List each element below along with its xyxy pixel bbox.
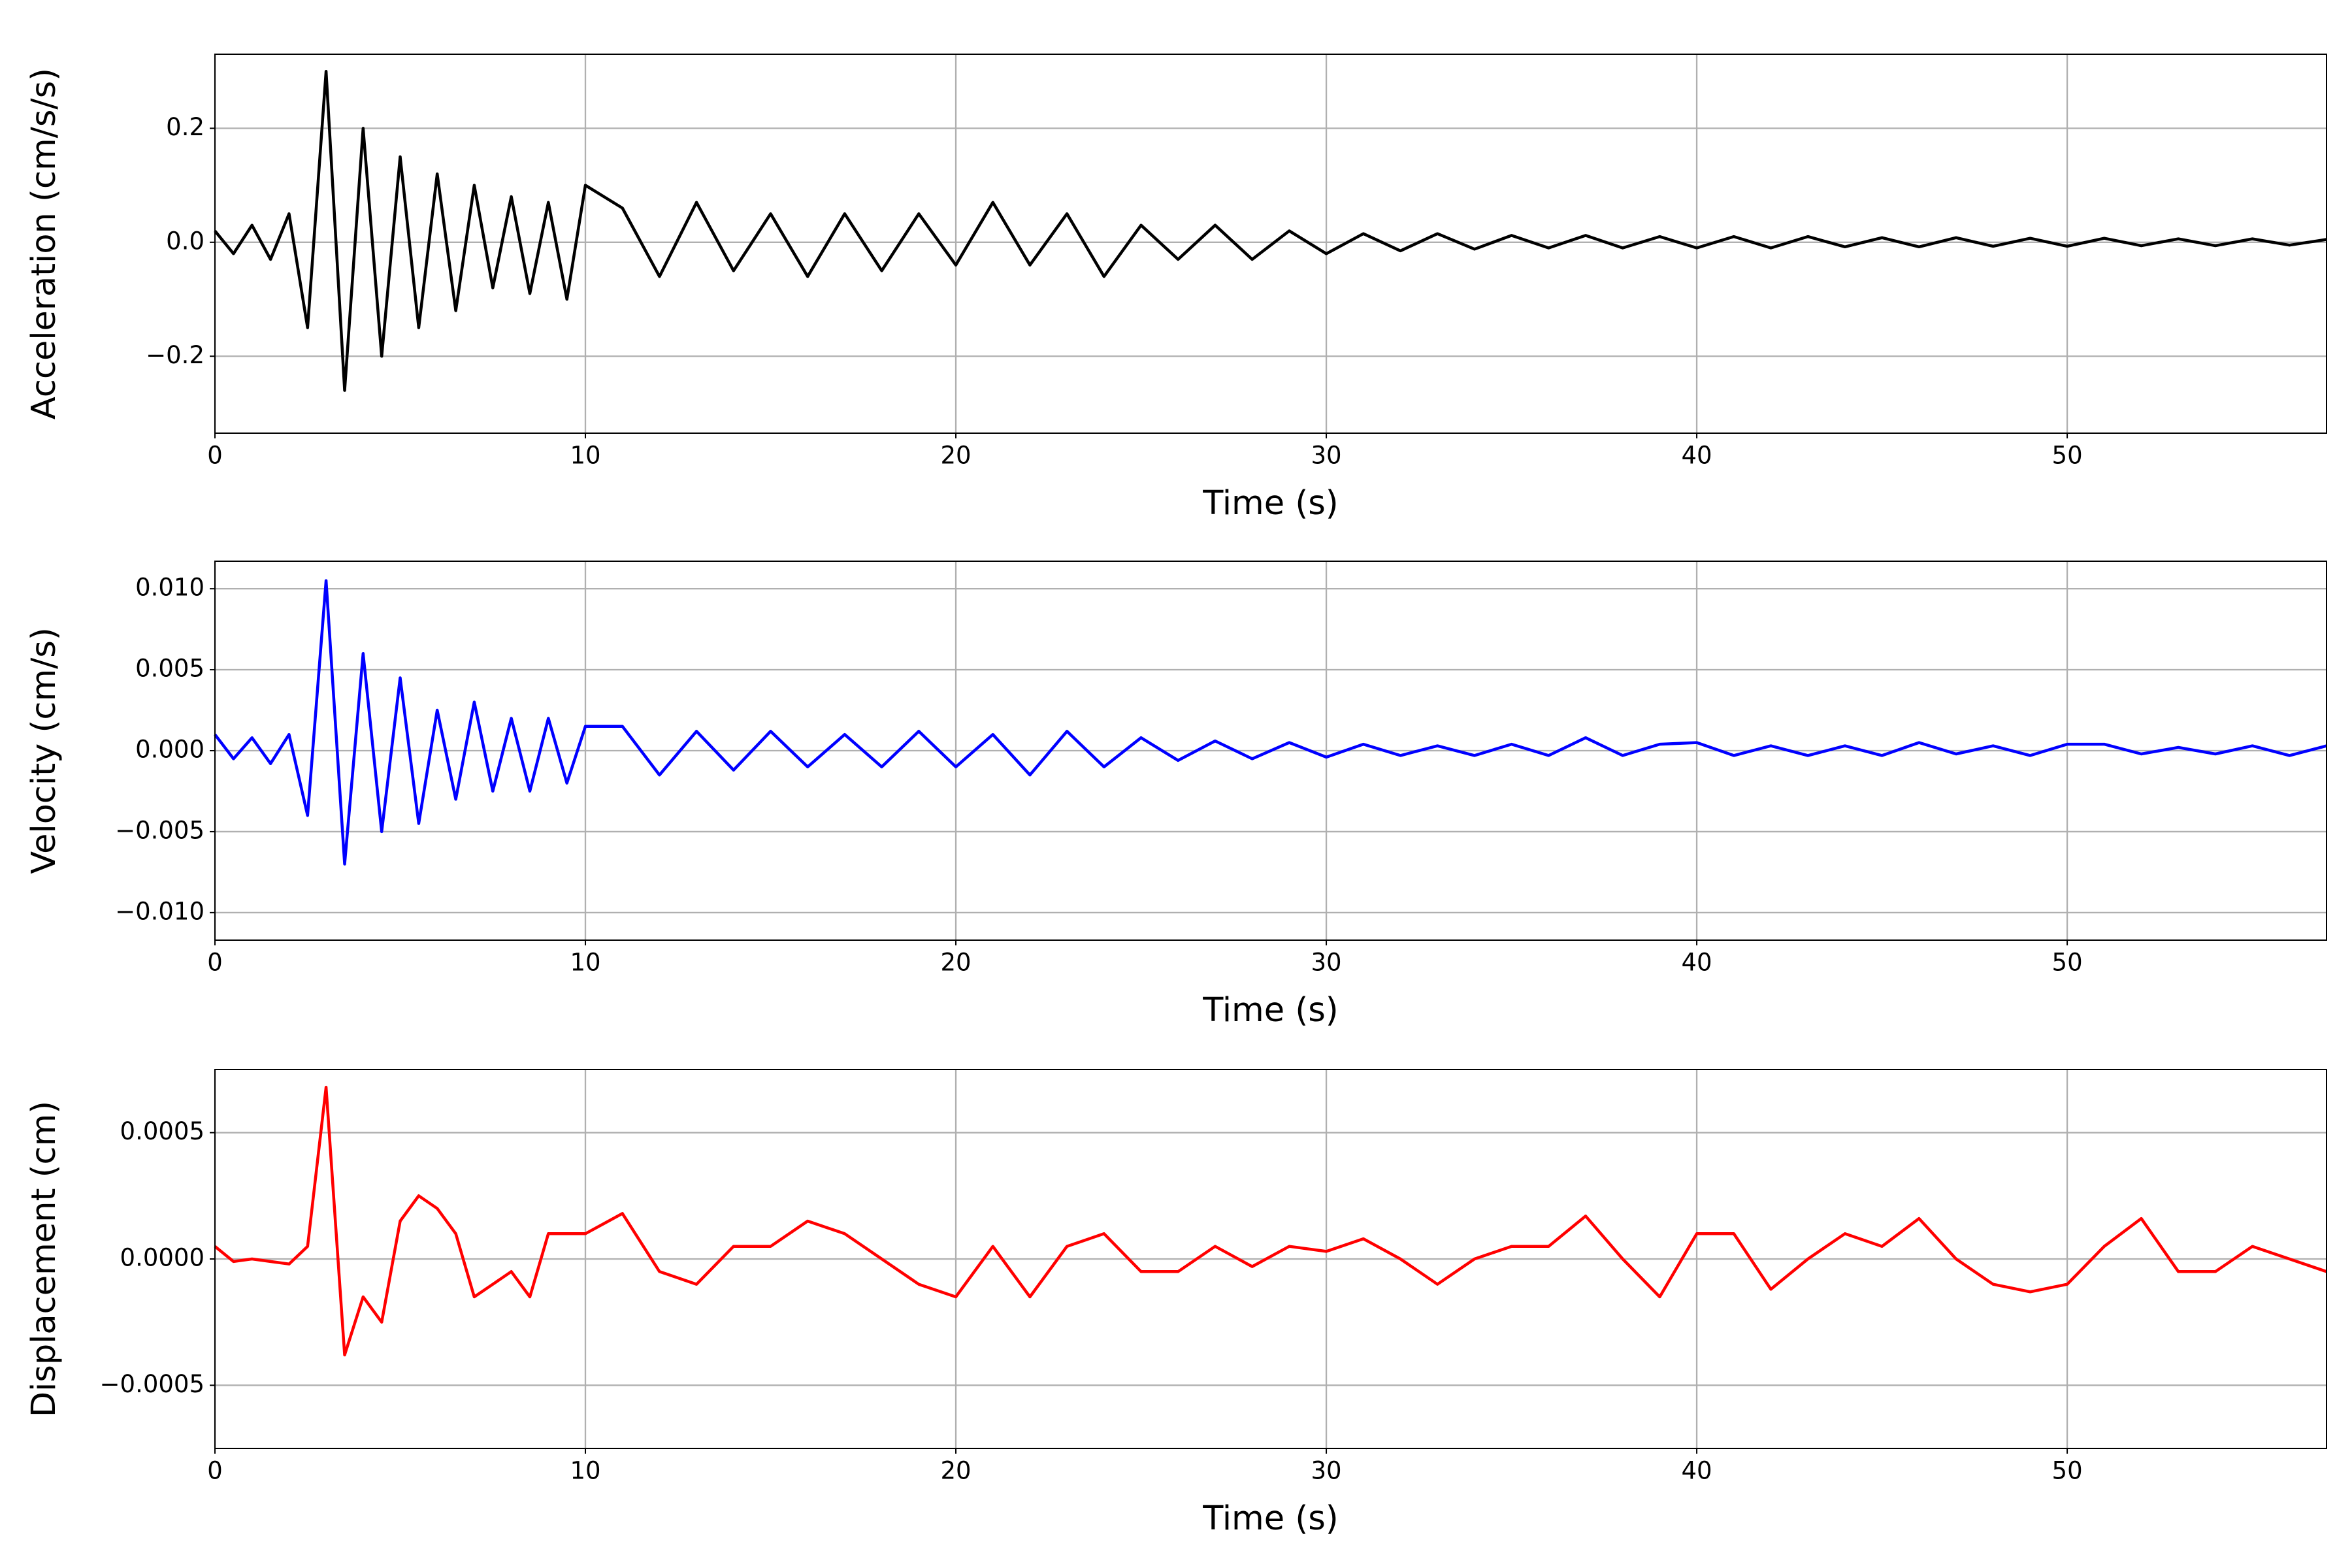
data-line [214,579,2327,866]
plot-frame [214,1069,2327,1449]
x-tick-label: 40 [1682,442,1712,470]
x-tick-label: 20 [940,442,971,470]
x-axis-label: Time (s) [1202,991,1338,1030]
plot-frame [214,54,2327,434]
x-tick-label: 40 [1682,1457,1712,1485]
y-tick-label: 0.005 [135,655,204,683]
x-axis-label: Time (s) [1202,1499,1338,1538]
x-tick-label: 20 [940,949,971,977]
x-tick-label: 0 [207,442,223,470]
x-tick-label: 30 [1311,1457,1342,1485]
y-axis-label: Displacement (cm) [25,1101,63,1417]
x-tick-label: 10 [570,1457,600,1485]
x-tick-label: 0 [207,949,223,977]
y-tick-label: −0.2 [146,341,204,369]
y-tick-label: 0.2 [166,113,204,141]
x-tick-label: 20 [940,1457,971,1485]
y-axis-label: Velocity (cm/s) [25,627,63,874]
x-tick-label: 40 [1682,949,1712,977]
y-tick-label: −0.005 [115,816,204,844]
x-tick-label: 30 [1311,442,1342,470]
y-tick-label: −0.0005 [100,1370,204,1398]
x-tick-label: 0 [207,1457,223,1485]
x-axis-label: Time (s) [1202,484,1338,523]
x-tick-label: 30 [1311,949,1342,977]
y-tick-label: 0.010 [135,574,204,602]
data-line [214,1085,2327,1357]
plot-frame [214,561,2327,941]
y-tick-label: 0.0000 [120,1244,204,1272]
x-tick-label: 50 [2052,442,2083,470]
x-tick-label: 50 [2052,1457,2083,1485]
x-tick-label: 10 [570,949,600,977]
y-axis-label: Acceleration (cm/s/s) [25,68,63,419]
x-tick-label: 50 [2052,949,2083,977]
y-tick-label: 0.0005 [120,1117,204,1145]
y-tick-label: 0.000 [135,736,204,764]
data-line [214,69,2327,392]
y-tick-label: 0.0 [166,227,204,255]
x-tick-label: 10 [570,442,600,470]
y-tick-label: −0.010 [115,897,204,925]
